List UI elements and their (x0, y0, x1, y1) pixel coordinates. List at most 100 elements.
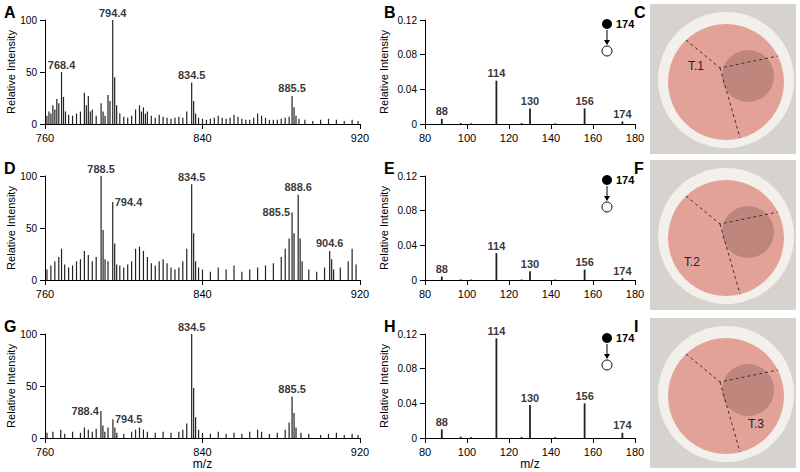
svg-text:160: 160 (584, 446, 602, 458)
svg-text:T.1: T.1 (688, 59, 704, 73)
svg-text:80: 80 (419, 446, 431, 458)
svg-text:A: A (4, 4, 16, 21)
svg-text:768.4: 768.4 (48, 59, 76, 71)
svg-text:840: 840 (193, 446, 211, 458)
svg-text:174: 174 (613, 419, 632, 431)
svg-text:m/z: m/z (520, 457, 539, 471)
svg-text:140: 140 (542, 288, 560, 300)
svg-text:885.5: 885.5 (278, 82, 306, 94)
svg-text:Relative Intensity: Relative Intensity (378, 186, 390, 270)
svg-text:H: H (384, 318, 396, 335)
svg-text:920: 920 (351, 132, 369, 144)
svg-text:140: 140 (542, 446, 560, 458)
svg-text:50: 50 (26, 67, 38, 78)
svg-text:0.12: 0.12 (398, 15, 418, 26)
svg-text:834.5: 834.5 (178, 69, 206, 81)
svg-text:885.5: 885.5 (263, 206, 291, 218)
svg-text:0: 0 (31, 275, 37, 286)
svg-text:T.3: T.3 (748, 417, 764, 431)
svg-text:88: 88 (436, 263, 448, 275)
svg-text:0: 0 (31, 433, 37, 444)
svg-text:120: 120 (500, 446, 518, 458)
svg-text:140: 140 (542, 132, 560, 144)
svg-text:174: 174 (616, 332, 635, 344)
svg-text:834.5: 834.5 (178, 171, 206, 183)
svg-text:156: 156 (575, 256, 593, 268)
svg-text:0: 0 (31, 119, 37, 130)
svg-text:50: 50 (26, 223, 38, 234)
svg-text:Relative Intensity: Relative Intensity (378, 344, 390, 428)
svg-text:156: 156 (575, 95, 593, 107)
svg-text:88: 88 (436, 105, 448, 117)
svg-text:114: 114 (488, 325, 507, 337)
svg-text:B: B (384, 4, 396, 21)
svg-text:0.12: 0.12 (398, 329, 418, 340)
svg-text:794.4: 794.4 (115, 196, 143, 208)
svg-text:788.4: 788.4 (71, 405, 99, 417)
svg-text:760: 760 (36, 288, 54, 300)
svg-text:Relative Intensity: Relative Intensity (5, 186, 17, 270)
svg-text:Relative Intensity: Relative Intensity (5, 344, 17, 428)
svg-text:885.5: 885.5 (278, 383, 306, 395)
svg-text:174: 174 (613, 108, 632, 120)
svg-text:100: 100 (20, 329, 37, 340)
svg-text:114: 114 (488, 67, 507, 79)
svg-text:120: 120 (500, 288, 518, 300)
svg-text:C: C (634, 4, 646, 21)
svg-text:114: 114 (488, 240, 507, 252)
svg-text:840: 840 (193, 132, 211, 144)
svg-text:130: 130 (521, 258, 539, 270)
svg-text:m/z: m/z (193, 457, 212, 471)
svg-text:180: 180 (626, 132, 644, 144)
svg-text:50: 50 (26, 381, 38, 392)
svg-text:0.04: 0.04 (398, 84, 418, 95)
svg-text:180: 180 (626, 288, 644, 300)
svg-text:T.2: T.2 (684, 255, 700, 269)
svg-text:G: G (4, 318, 16, 335)
svg-text:788.5: 788.5 (87, 163, 115, 175)
svg-text:920: 920 (351, 288, 369, 300)
svg-text:920: 920 (351, 446, 369, 458)
svg-text:Relative Intensity: Relative Intensity (378, 30, 390, 114)
svg-text:130: 130 (521, 95, 539, 107)
svg-text:760: 760 (36, 132, 54, 144)
svg-text:80: 80 (419, 132, 431, 144)
svg-text:100: 100 (458, 288, 476, 300)
svg-text:0.04: 0.04 (398, 240, 418, 251)
svg-text:E: E (384, 160, 395, 177)
svg-text:0: 0 (411, 119, 417, 130)
svg-text:180: 180 (626, 446, 644, 458)
svg-text:100: 100 (20, 15, 37, 26)
svg-text:0: 0 (411, 275, 417, 286)
svg-text:174: 174 (616, 174, 635, 186)
svg-text:174: 174 (613, 265, 632, 277)
svg-text:0.12: 0.12 (398, 171, 418, 182)
svg-text:100: 100 (458, 446, 476, 458)
svg-text:100: 100 (20, 171, 37, 182)
svg-text:0.08: 0.08 (398, 205, 418, 216)
svg-text:160: 160 (584, 132, 602, 144)
svg-text:0.08: 0.08 (398, 363, 418, 374)
svg-text:156: 156 (575, 390, 593, 402)
svg-text:F: F (634, 160, 644, 177)
svg-text:888.6: 888.6 (284, 181, 312, 193)
svg-text:0.04: 0.04 (398, 398, 418, 409)
svg-text:D: D (4, 160, 16, 177)
svg-text:840: 840 (193, 288, 211, 300)
svg-text:88: 88 (436, 416, 448, 428)
svg-text:160: 160 (584, 288, 602, 300)
svg-text:100: 100 (458, 132, 476, 144)
svg-text:174: 174 (616, 18, 635, 30)
svg-text:0.08: 0.08 (398, 49, 418, 60)
svg-text:834.5: 834.5 (178, 321, 206, 333)
svg-text:I: I (634, 318, 638, 335)
svg-text:130: 130 (521, 392, 539, 404)
svg-text:80: 80 (419, 288, 431, 300)
svg-text:794.4: 794.4 (99, 7, 127, 19)
svg-text:120: 120 (500, 132, 518, 144)
svg-text:904.6: 904.6 (316, 237, 344, 249)
svg-text:Relative Intensity: Relative Intensity (5, 30, 17, 114)
svg-text:794.5: 794.5 (115, 413, 143, 425)
svg-text:0: 0 (411, 433, 417, 444)
svg-text:760: 760 (36, 446, 54, 458)
